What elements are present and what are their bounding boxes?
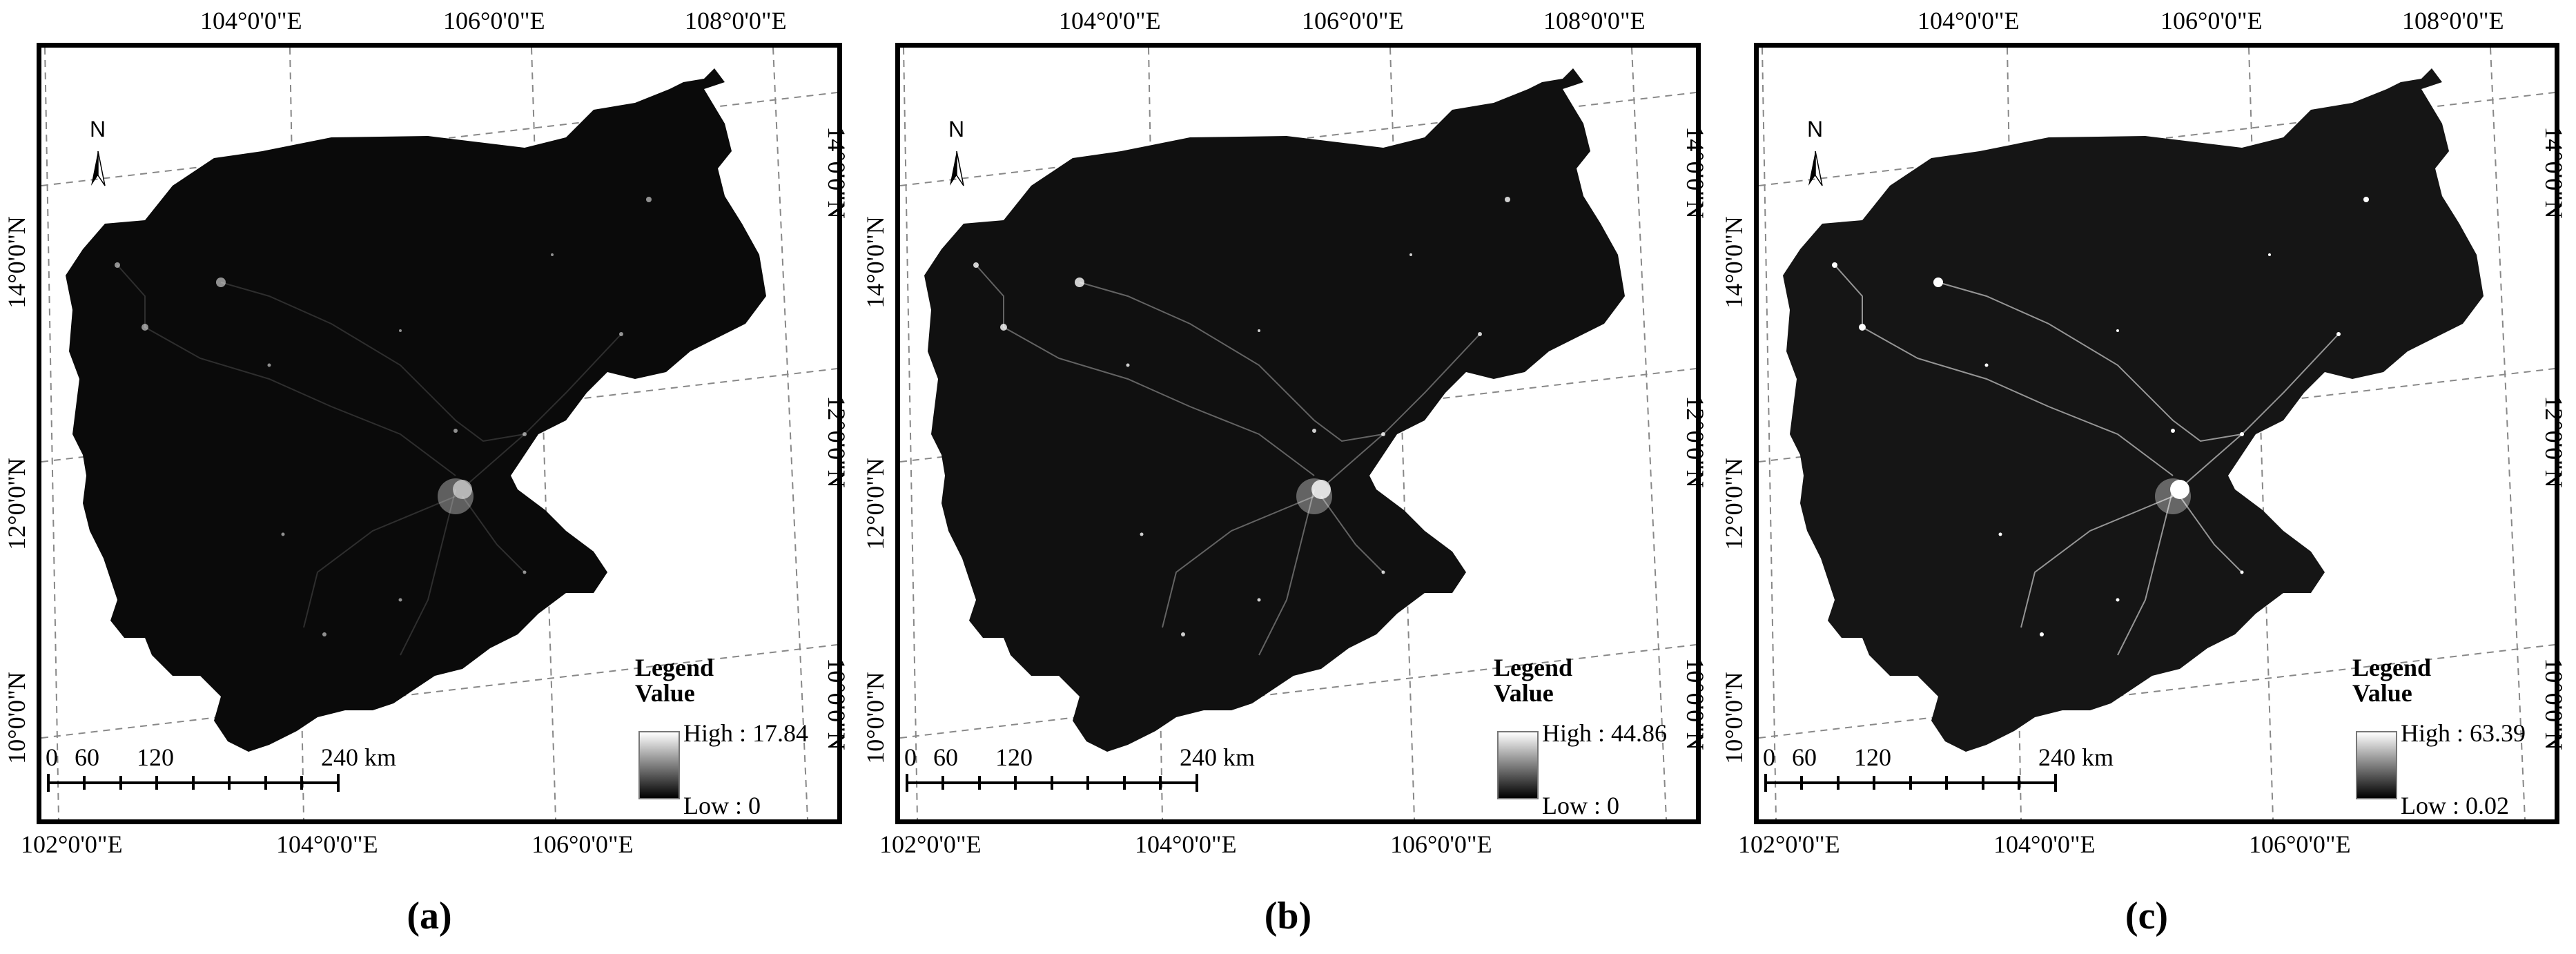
scale-tick-120: 120 <box>995 743 1033 771</box>
legend-low-label: Low : 0 <box>1542 792 1619 819</box>
left-axis-label-2: 12°0'0"N <box>861 458 889 550</box>
right-axis-label-2: 12°0'0"N <box>2540 396 2568 488</box>
top-axis-label-1: 104°0'0"E <box>200 7 302 35</box>
panel-label: (a) <box>407 895 452 937</box>
road-network <box>117 264 622 656</box>
right-axis-label-2: 12°0'0"N <box>1681 396 1709 488</box>
panel-label: (b) <box>1264 895 1312 937</box>
right-axis-label-3: 10°0'0"N <box>1681 658 1709 750</box>
night-light-map <box>900 48 1696 819</box>
legend-title: Legend <box>635 654 714 681</box>
scale-bar <box>1764 774 2057 792</box>
legend-color-ramp <box>2356 731 2397 799</box>
road-network <box>975 264 1481 656</box>
legend-low-label: Low : 0 <box>683 792 761 819</box>
bottom-axis-label-1: 102°0'0"E <box>1738 830 1840 858</box>
right-axis-label-1: 14°0'0"N <box>1681 126 1709 219</box>
legend-color-ramp <box>638 731 680 799</box>
north-arrow-label: N <box>1807 117 1824 142</box>
right-axis-label-1: 14°0'0"N <box>2540 126 2568 219</box>
legend-subtitle: Value <box>2352 679 2412 707</box>
left-axis-label-1: 14°0'0"N <box>1720 216 1748 309</box>
map-frame: N 0 60 120 240 km Legend Value High : 44… <box>895 43 1701 824</box>
scale-tick-0: 0 <box>904 743 917 771</box>
left-axis-label-2: 12°0'0"N <box>1720 458 1748 550</box>
bottom-axis-label-2: 104°0'0"E <box>1135 830 1237 858</box>
top-axis-label-1: 104°0'0"E <box>1059 7 1161 35</box>
night-lights <box>115 197 652 636</box>
top-axis-label-2: 106°0'0"E <box>1302 7 1404 35</box>
legend-title: Legend <box>1494 654 1573 681</box>
scale-tick-60: 60 <box>1792 743 1817 771</box>
scale-tick-0: 0 <box>46 743 58 771</box>
scale-tick-120: 120 <box>1854 743 1891 771</box>
panel-label: (c) <box>2125 895 2169 937</box>
bottom-axis-label-3: 106°0'0"E <box>2249 830 2351 858</box>
top-axis-label-3: 108°0'0"E <box>1543 7 1646 35</box>
top-axis-label-3: 108°0'0"E <box>685 7 787 35</box>
legend-high-label: High : 44.86 <box>1542 719 1668 747</box>
top-axis-label-2: 106°0'0"E <box>2160 7 2263 35</box>
scale-tick-60: 60 <box>933 743 958 771</box>
map-frame: N 0 60 120 240 km Legend Value High : 63… <box>1754 43 2559 824</box>
north-arrow <box>1808 150 1823 186</box>
bottom-axis-label-1: 102°0'0"E <box>879 830 982 858</box>
cambodia-shape <box>924 68 1625 752</box>
left-axis-label-3: 10°0'0"N <box>1720 672 1748 764</box>
night-light-map <box>41 48 837 819</box>
bottom-axis-label-3: 106°0'0"E <box>531 830 634 858</box>
bottom-axis-label-2: 104°0'0"E <box>1993 830 2096 858</box>
scale-bar <box>906 774 1198 792</box>
left-axis-label-1: 14°0'0"N <box>3 216 30 309</box>
scale-bar <box>47 774 340 792</box>
night-light-map <box>1759 48 2555 819</box>
legend-color-ramp <box>1497 731 1539 799</box>
legend-subtitle: Value <box>1494 679 1554 707</box>
legend-title: Legend <box>2352 654 2432 681</box>
map-panel-a: 104°0'0"E 106°0'0"E 108°0'0"E 14°0'0"N 1… <box>0 0 859 954</box>
map-panel-b: 104°0'0"E 106°0'0"E 108°0'0"E 14°0'0"N 1… <box>859 0 1717 954</box>
scale-tick-0: 0 <box>1763 743 1775 771</box>
right-axis-label-3: 10°0'0"N <box>823 658 850 750</box>
legend-subtitle: Value <box>635 679 695 707</box>
legend-high-label: High : 63.39 <box>2401 719 2526 747</box>
cambodia-shape <box>66 68 766 752</box>
scale-tick-60: 60 <box>75 743 99 771</box>
scale-tick-120: 120 <box>137 743 174 771</box>
left-axis-label-3: 10°0'0"N <box>3 672 30 764</box>
scale-tick-240: 240 km <box>321 743 397 771</box>
top-axis-label-3: 108°0'0"E <box>2402 7 2504 35</box>
legend-high-label: High : 17.84 <box>683 719 809 747</box>
north-arrow <box>91 150 106 186</box>
right-axis-label-2: 12°0'0"N <box>823 396 850 488</box>
bottom-axis-label-3: 106°0'0"E <box>1390 830 1492 858</box>
north-arrow <box>950 150 964 186</box>
right-axis-label-3: 10°0'0"N <box>2540 658 2568 750</box>
map-frame: N 0 60 120 240 km Legend Value High : 17… <box>37 43 842 824</box>
scale-tick-240: 240 km <box>1180 743 1256 771</box>
bottom-axis-label-2: 104°0'0"E <box>276 830 378 858</box>
north-arrow-label: N <box>90 117 106 142</box>
right-axis-label-1: 14°0'0"N <box>823 126 850 219</box>
left-axis-label-1: 14°0'0"N <box>861 216 889 309</box>
north-arrow-label: N <box>948 117 965 142</box>
left-axis-label-2: 12°0'0"N <box>3 458 30 550</box>
cambodia-shape <box>1783 68 2484 752</box>
top-axis-label-2: 106°0'0"E <box>443 7 545 35</box>
left-axis-label-3: 10°0'0"N <box>861 672 889 764</box>
top-axis-label-1: 104°0'0"E <box>1918 7 2020 35</box>
scale-tick-240: 240 km <box>2038 743 2114 771</box>
map-panel-c: 104°0'0"E 106°0'0"E 108°0'0"E 14°0'0"N 1… <box>1717 0 2576 954</box>
bottom-axis-label-1: 102°0'0"E <box>21 830 123 858</box>
legend-low-label: Low : 0.02 <box>2401 792 2509 819</box>
night-lights <box>973 197 1510 636</box>
road-network <box>1834 264 2339 656</box>
